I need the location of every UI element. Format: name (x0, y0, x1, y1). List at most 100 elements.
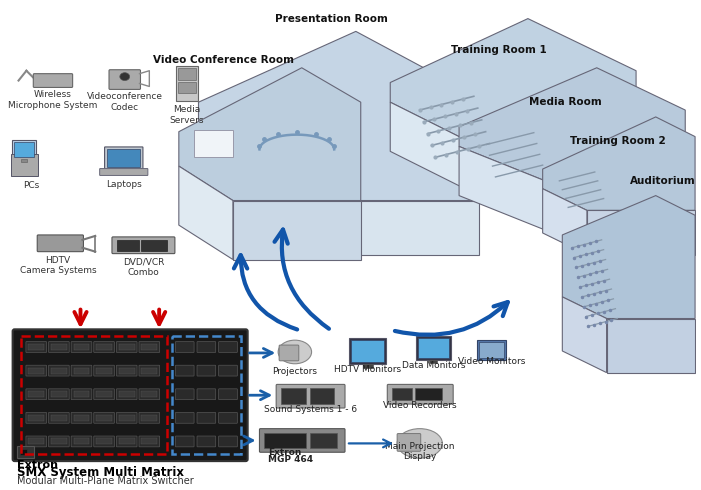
Bar (178, 68, 196, 79)
Text: Laptops: Laptops (106, 180, 142, 189)
FancyBboxPatch shape (116, 342, 137, 352)
Bar (119, 392, 135, 397)
Bar (107, 149, 140, 167)
FancyBboxPatch shape (139, 389, 160, 400)
Polygon shape (179, 68, 361, 200)
FancyBboxPatch shape (26, 342, 46, 352)
Bar (28, 415, 44, 421)
Text: Main Projection
Display: Main Projection Display (385, 442, 454, 461)
FancyBboxPatch shape (219, 436, 238, 447)
Polygon shape (562, 297, 606, 372)
FancyBboxPatch shape (112, 237, 175, 254)
FancyBboxPatch shape (139, 436, 160, 447)
Bar (22, 336, 167, 454)
FancyBboxPatch shape (219, 389, 238, 400)
Polygon shape (198, 137, 322, 255)
Polygon shape (233, 200, 361, 260)
Bar (119, 368, 135, 373)
Polygon shape (198, 31, 479, 200)
Bar (20, 449, 27, 455)
Bar (51, 344, 67, 350)
Polygon shape (322, 200, 479, 255)
Bar (12, 140, 36, 159)
FancyBboxPatch shape (13, 329, 247, 461)
Bar (119, 415, 135, 421)
Bar (418, 338, 449, 358)
FancyBboxPatch shape (26, 413, 46, 423)
FancyBboxPatch shape (259, 429, 345, 452)
FancyBboxPatch shape (100, 169, 148, 175)
FancyBboxPatch shape (94, 365, 114, 376)
FancyBboxPatch shape (94, 389, 114, 400)
Text: Media Room: Media Room (529, 97, 601, 107)
FancyBboxPatch shape (175, 342, 194, 352)
Bar (96, 392, 112, 397)
Polygon shape (557, 186, 686, 235)
Bar (142, 344, 157, 350)
FancyBboxPatch shape (116, 413, 137, 423)
FancyBboxPatch shape (116, 389, 137, 400)
Text: HDTV
Camera Systems: HDTV Camera Systems (20, 256, 96, 275)
Bar (142, 439, 157, 444)
Polygon shape (543, 117, 695, 210)
FancyBboxPatch shape (197, 342, 216, 352)
FancyBboxPatch shape (48, 365, 69, 376)
Polygon shape (459, 68, 686, 186)
FancyBboxPatch shape (37, 235, 83, 252)
FancyBboxPatch shape (33, 74, 73, 87)
Text: DVD/VCR
Combo: DVD/VCR Combo (123, 258, 164, 277)
Bar (142, 415, 157, 421)
FancyBboxPatch shape (26, 436, 46, 447)
Bar (281, 389, 306, 404)
FancyBboxPatch shape (116, 365, 137, 376)
FancyBboxPatch shape (175, 389, 194, 400)
FancyBboxPatch shape (48, 413, 69, 423)
FancyBboxPatch shape (387, 384, 453, 404)
Bar (11, 154, 39, 176)
FancyBboxPatch shape (175, 413, 194, 423)
Ellipse shape (397, 429, 442, 458)
Bar (178, 81, 196, 93)
Polygon shape (459, 147, 557, 235)
FancyBboxPatch shape (175, 436, 194, 447)
Bar (362, 364, 372, 368)
FancyBboxPatch shape (175, 365, 194, 376)
FancyBboxPatch shape (72, 413, 92, 423)
FancyBboxPatch shape (197, 389, 216, 400)
Bar (392, 389, 412, 400)
Text: Sound Systems 1 - 6: Sound Systems 1 - 6 (264, 405, 357, 414)
FancyBboxPatch shape (72, 389, 92, 400)
Bar (264, 433, 306, 448)
Polygon shape (179, 166, 233, 260)
FancyBboxPatch shape (72, 342, 92, 352)
FancyBboxPatch shape (219, 413, 238, 423)
Text: Video Conference Room: Video Conference Room (153, 55, 294, 65)
FancyBboxPatch shape (139, 365, 160, 376)
Text: PCs: PCs (23, 181, 39, 190)
FancyBboxPatch shape (72, 436, 92, 447)
Bar (51, 368, 67, 373)
FancyBboxPatch shape (72, 365, 92, 376)
FancyBboxPatch shape (219, 365, 238, 376)
Bar (310, 389, 334, 404)
FancyBboxPatch shape (94, 342, 114, 352)
Bar (96, 344, 112, 350)
Bar (28, 344, 44, 350)
FancyBboxPatch shape (219, 342, 238, 352)
Bar (51, 392, 67, 397)
Text: Video Recorders: Video Recorders (383, 401, 456, 410)
Polygon shape (606, 318, 695, 372)
FancyBboxPatch shape (139, 413, 160, 423)
Bar (416, 336, 451, 360)
FancyBboxPatch shape (197, 413, 216, 423)
Text: Videoconference
Codec: Videoconference Codec (87, 92, 163, 112)
Bar (28, 368, 44, 373)
Bar (28, 439, 44, 444)
Bar (117, 240, 139, 251)
Bar (119, 439, 135, 444)
Text: MGP 464: MGP 464 (268, 455, 313, 464)
FancyBboxPatch shape (109, 70, 140, 89)
FancyBboxPatch shape (48, 389, 69, 400)
Bar (428, 360, 437, 363)
FancyBboxPatch shape (197, 436, 216, 447)
